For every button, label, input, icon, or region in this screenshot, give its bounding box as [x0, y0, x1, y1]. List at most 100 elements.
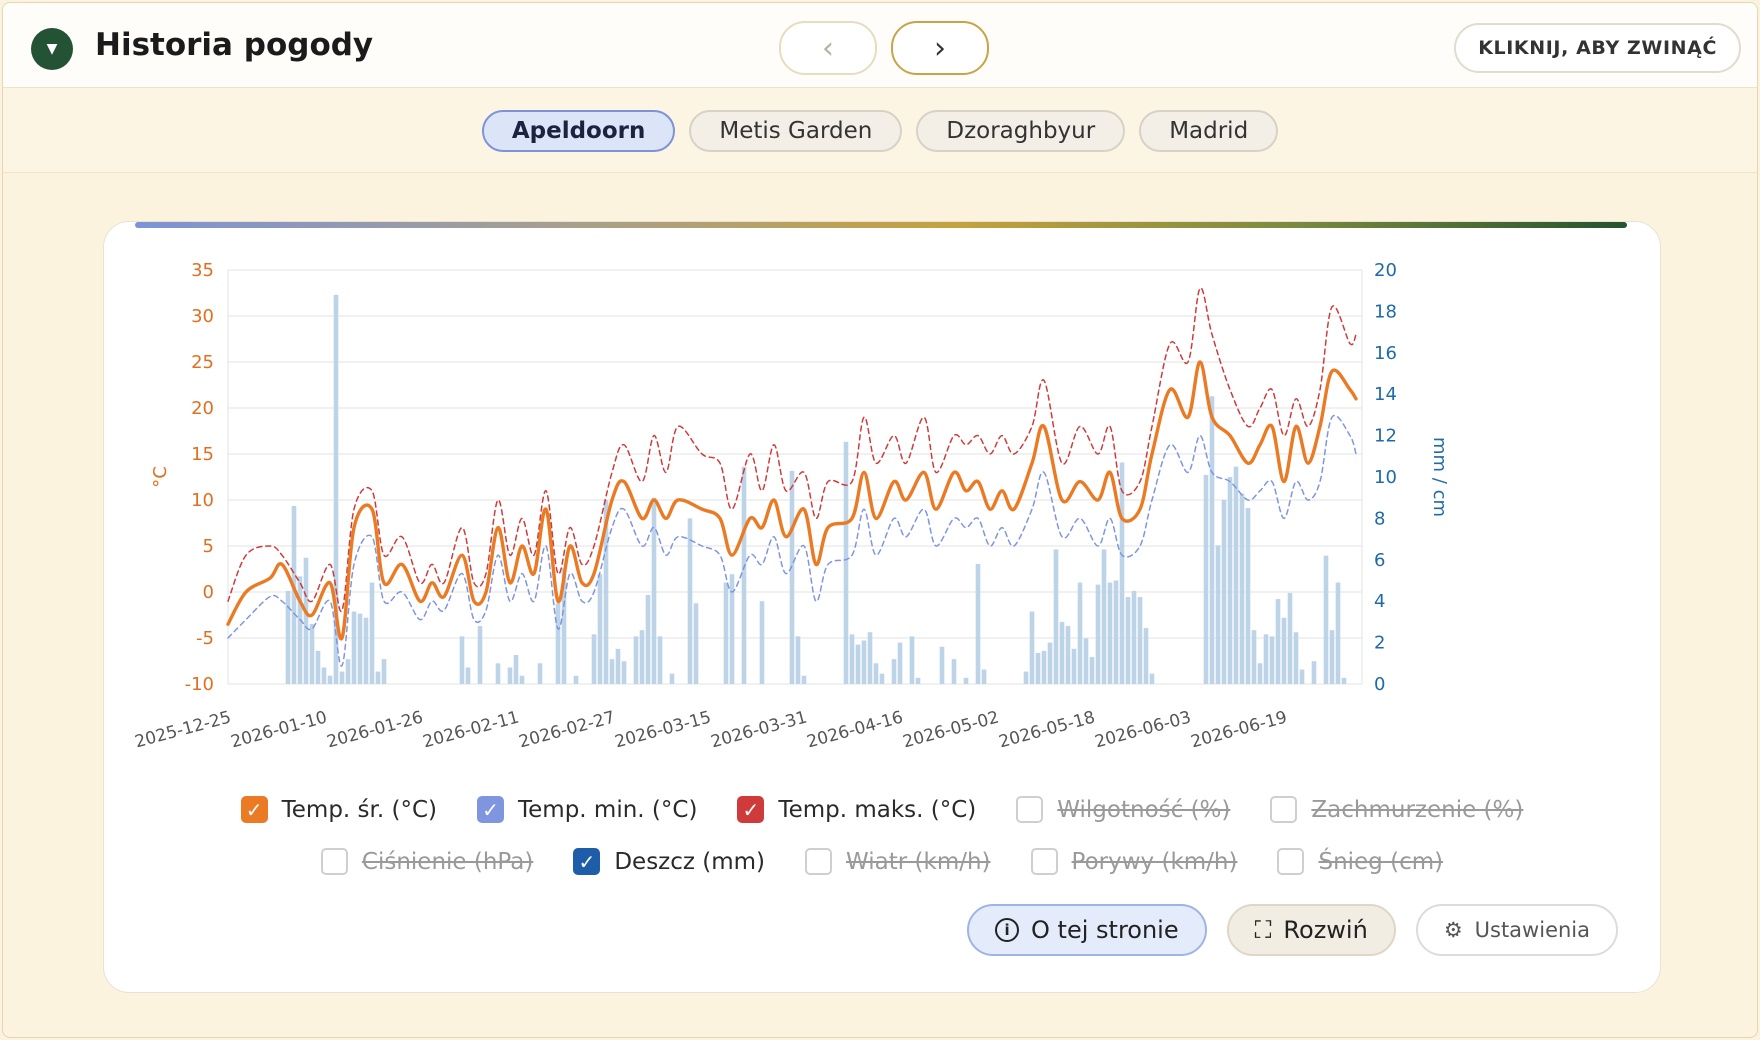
- y2-tick-label: 6: [1374, 550, 1385, 571]
- checkbox-empty-icon[interactable]: [1030, 848, 1058, 875]
- location-tab[interactable]: Metis Garden: [689, 110, 903, 152]
- about-button[interactable]: i O tej stronie: [967, 904, 1207, 956]
- rain-bar: [1311, 661, 1317, 684]
- rain-bar: [375, 671, 381, 684]
- rain-bar: [861, 640, 867, 684]
- rain-bar: [915, 677, 921, 684]
- rain-bar: [849, 634, 855, 684]
- rain-bar: [537, 663, 543, 684]
- y-tick-label: 10: [191, 490, 214, 511]
- gear-icon: ⚙: [1443, 918, 1463, 942]
- rain-bar: [1281, 617, 1287, 684]
- y-tick-label: 35: [191, 260, 214, 281]
- rain-bar: [1119, 462, 1125, 684]
- rain-bar: [723, 582, 729, 684]
- rain-bar: [1065, 626, 1071, 684]
- rain-bar: [309, 623, 315, 684]
- settings-label: Ustawienia: [1474, 918, 1590, 942]
- collapse-toggle-icon[interactable]: ▼: [31, 28, 73, 70]
- rain-bar: [1215, 545, 1221, 684]
- x-tick-label: 2026-02-11: [421, 708, 522, 753]
- rain-bar: [1143, 628, 1149, 684]
- rain-bar: [645, 594, 651, 684]
- legend-item[interactable]: ✓ Deszcz (mm): [573, 848, 765, 875]
- rain-bar: [615, 648, 621, 684]
- rain-bar: [1239, 493, 1245, 684]
- rain-bar: [1089, 657, 1095, 684]
- rain-bar: [951, 659, 957, 684]
- y2-tick-label: 12: [1374, 426, 1397, 447]
- legend-label: Śnieg (cm): [1318, 848, 1444, 875]
- legend-label: Wiatr (km/h): [846, 848, 991, 875]
- rain-bar: [801, 675, 807, 684]
- expand-button[interactable]: ⛶ Rozwiń: [1226, 904, 1396, 956]
- legend-item[interactable]: Zachmurzenie (%): [1270, 796, 1523, 823]
- location-tab[interactable]: Dzoraghbyur: [916, 110, 1126, 152]
- legend-item[interactable]: ✓ Temp. min. (°C): [477, 796, 697, 823]
- avg-temp-line: [226, 360, 1358, 641]
- rain-bar: [369, 582, 375, 684]
- rain-bar: [1071, 648, 1077, 684]
- collapse-button[interactable]: KLIKNIJ, ABY ZWINĄĆ: [1454, 23, 1741, 73]
- rain-bar: [573, 675, 579, 684]
- checkbox-checked-icon[interactable]: ✓: [573, 848, 601, 875]
- checkbox-empty-icon[interactable]: [1270, 796, 1298, 823]
- chevron-left-icon: ‹: [822, 30, 834, 66]
- rain-bar: [495, 663, 501, 684]
- y-tick-label: 15: [191, 444, 214, 465]
- rain-bar: [867, 632, 873, 684]
- checkbox-checked-icon[interactable]: ✓: [477, 796, 504, 823]
- rain-bar: [459, 636, 465, 684]
- checkbox-checked-icon[interactable]: ✓: [240, 796, 268, 823]
- rain-bar: [363, 617, 369, 684]
- rain-bar: [1023, 671, 1029, 684]
- checkbox-empty-icon[interactable]: [1277, 848, 1305, 875]
- checkbox-empty-icon[interactable]: [805, 848, 833, 875]
- rain-bar: [1059, 621, 1065, 684]
- location-tab[interactable]: Apeldoorn: [481, 110, 676, 152]
- legend-item[interactable]: Śnieg (cm): [1277, 848, 1443, 875]
- rain-bar: [789, 470, 795, 684]
- rain-bar: [315, 650, 321, 684]
- rain-bar: [609, 659, 615, 684]
- legend-item[interactable]: Wilgotność (%): [1016, 796, 1230, 823]
- rain-bar: [975, 563, 981, 684]
- y-tick-label: 30: [191, 306, 214, 327]
- checkbox-checked-icon[interactable]: ✓: [737, 796, 765, 823]
- expand-label: Rozwiń: [1283, 916, 1368, 944]
- rain-bar: [381, 659, 387, 684]
- legend-item[interactable]: Porywy (km/h): [1030, 848, 1238, 875]
- rain-bar: [327, 675, 333, 684]
- y-tick-label: -10: [185, 674, 214, 695]
- x-tick-label: 2026-02-27: [517, 708, 618, 753]
- rain-bar: [1323, 555, 1329, 684]
- rain-bar: [519, 675, 525, 684]
- rain-bar: [1329, 630, 1335, 684]
- location-tab[interactable]: Madrid: [1139, 110, 1279, 152]
- previous-button[interactable]: ‹: [779, 21, 877, 75]
- x-tick-label: 2026-01-26: [325, 708, 426, 753]
- rain-bar: [1299, 669, 1305, 684]
- legend-label: Porywy (km/h): [1071, 848, 1238, 875]
- weather-chart: -10 -5 0 5 10 15 20 25 30 35 0 2 4 6 8 10 12 14 16 18 20 °C mm…: [133, 260, 1450, 753]
- legend-item[interactable]: ✓ Temp. maks. (°C): [737, 796, 976, 823]
- legend-item[interactable]: Wiatr (km/h): [805, 848, 991, 875]
- settings-button[interactable]: ⚙ Ustawienia: [1415, 904, 1618, 956]
- y2-tick-label: 20: [1374, 260, 1397, 281]
- x-tick-label: 2026-06-19: [1189, 708, 1290, 753]
- rain-bar: [1053, 549, 1059, 684]
- x-tick-label: 2026-03-31: [709, 708, 810, 753]
- y-tick-label: 0: [203, 582, 214, 603]
- checkbox-empty-icon[interactable]: [320, 848, 348, 875]
- legend-item[interactable]: Ciśnienie (hPa): [320, 848, 534, 875]
- legend-item[interactable]: ✓ Temp. śr. (°C): [240, 796, 437, 823]
- legend-label: Deszcz (mm): [614, 848, 766, 875]
- rain-bar: [1233, 466, 1239, 684]
- rain-bar: [669, 673, 675, 684]
- y2-tick-label: 0: [1374, 674, 1385, 695]
- rain-bar: [873, 663, 879, 684]
- next-button[interactable]: ›: [891, 21, 989, 75]
- rain-bar: [477, 626, 483, 684]
- checkbox-empty-icon[interactable]: [1016, 796, 1044, 823]
- legend-label: Ciśnienie (hPa): [361, 848, 534, 875]
